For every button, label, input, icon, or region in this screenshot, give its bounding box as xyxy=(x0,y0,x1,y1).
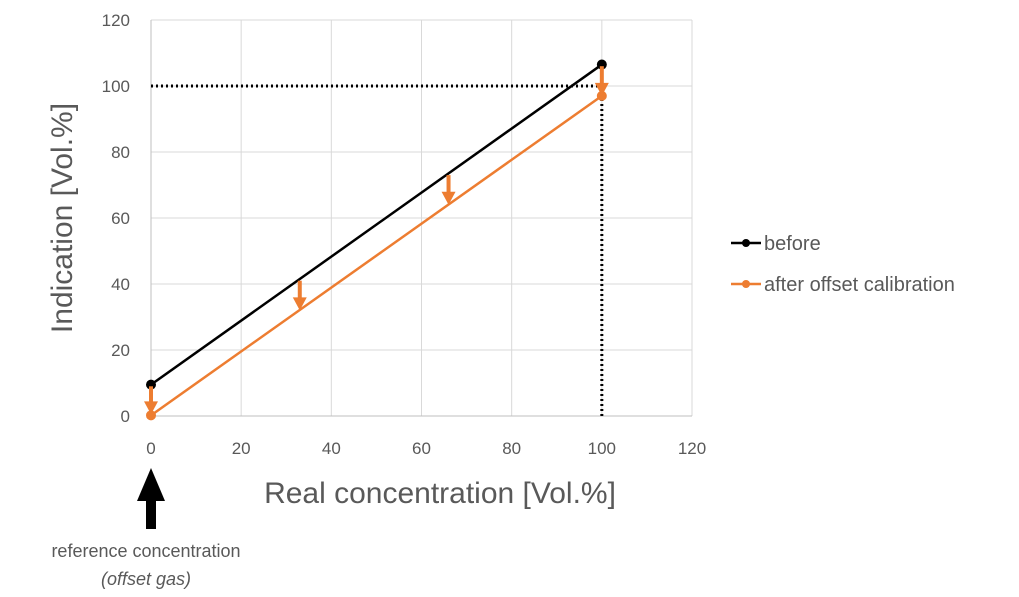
annotation-arrow-head xyxy=(137,468,165,501)
legend: before after offset calibration xyxy=(731,233,955,296)
series-line xyxy=(150,63,603,386)
x-tick-label: 120 xyxy=(678,439,706,458)
y-tick-label: 80 xyxy=(111,143,130,162)
data-point xyxy=(146,379,156,390)
shift-arrows xyxy=(144,66,609,415)
reference-lines xyxy=(151,64,604,416)
series-line xyxy=(150,94,603,417)
shift-arrow-head xyxy=(292,297,307,311)
x-tick-label: 0 xyxy=(146,439,155,458)
legend-marker xyxy=(742,280,750,288)
y-tick-label: 40 xyxy=(111,275,130,294)
x-tick-label: 100 xyxy=(588,439,616,458)
y-tick-label: 60 xyxy=(111,209,130,228)
y-tick-label: 100 xyxy=(102,77,130,96)
legend-marker xyxy=(742,239,750,247)
x-tick-label: 60 xyxy=(412,439,431,458)
data-point xyxy=(146,410,156,421)
tick-labels: 0 20 40 60 80 100 120 0 20 40 60 80 100 120 xyxy=(102,11,707,458)
x-axis-title: Real concentration [Vol.%] xyxy=(264,477,616,510)
y-axis-title: Indication [Vol.%] xyxy=(46,103,79,333)
annotation-arrow-shaft xyxy=(146,500,156,529)
y-tick-label: 0 xyxy=(121,407,130,426)
reference-annotation: reference concentration (offset gas) xyxy=(51,468,241,589)
x-tick-label: 80 xyxy=(502,439,521,458)
shift-arrow-head xyxy=(144,401,158,415)
annotation-line-2: (offset gas) xyxy=(101,569,191,589)
x-tick-label: 40 xyxy=(322,439,341,458)
legend-label: after offset calibration xyxy=(764,274,955,296)
legend-label: before xyxy=(764,233,821,255)
y-tick-label: 120 xyxy=(102,11,130,30)
shift-arrow-head xyxy=(594,82,609,96)
y-tick-label: 20 xyxy=(111,341,130,360)
data-point xyxy=(596,59,607,70)
x-tick-label: 20 xyxy=(232,439,251,458)
shift-arrow-head xyxy=(441,191,456,205)
annotation-line-1: reference concentration xyxy=(51,541,240,561)
series-layer xyxy=(146,59,607,421)
